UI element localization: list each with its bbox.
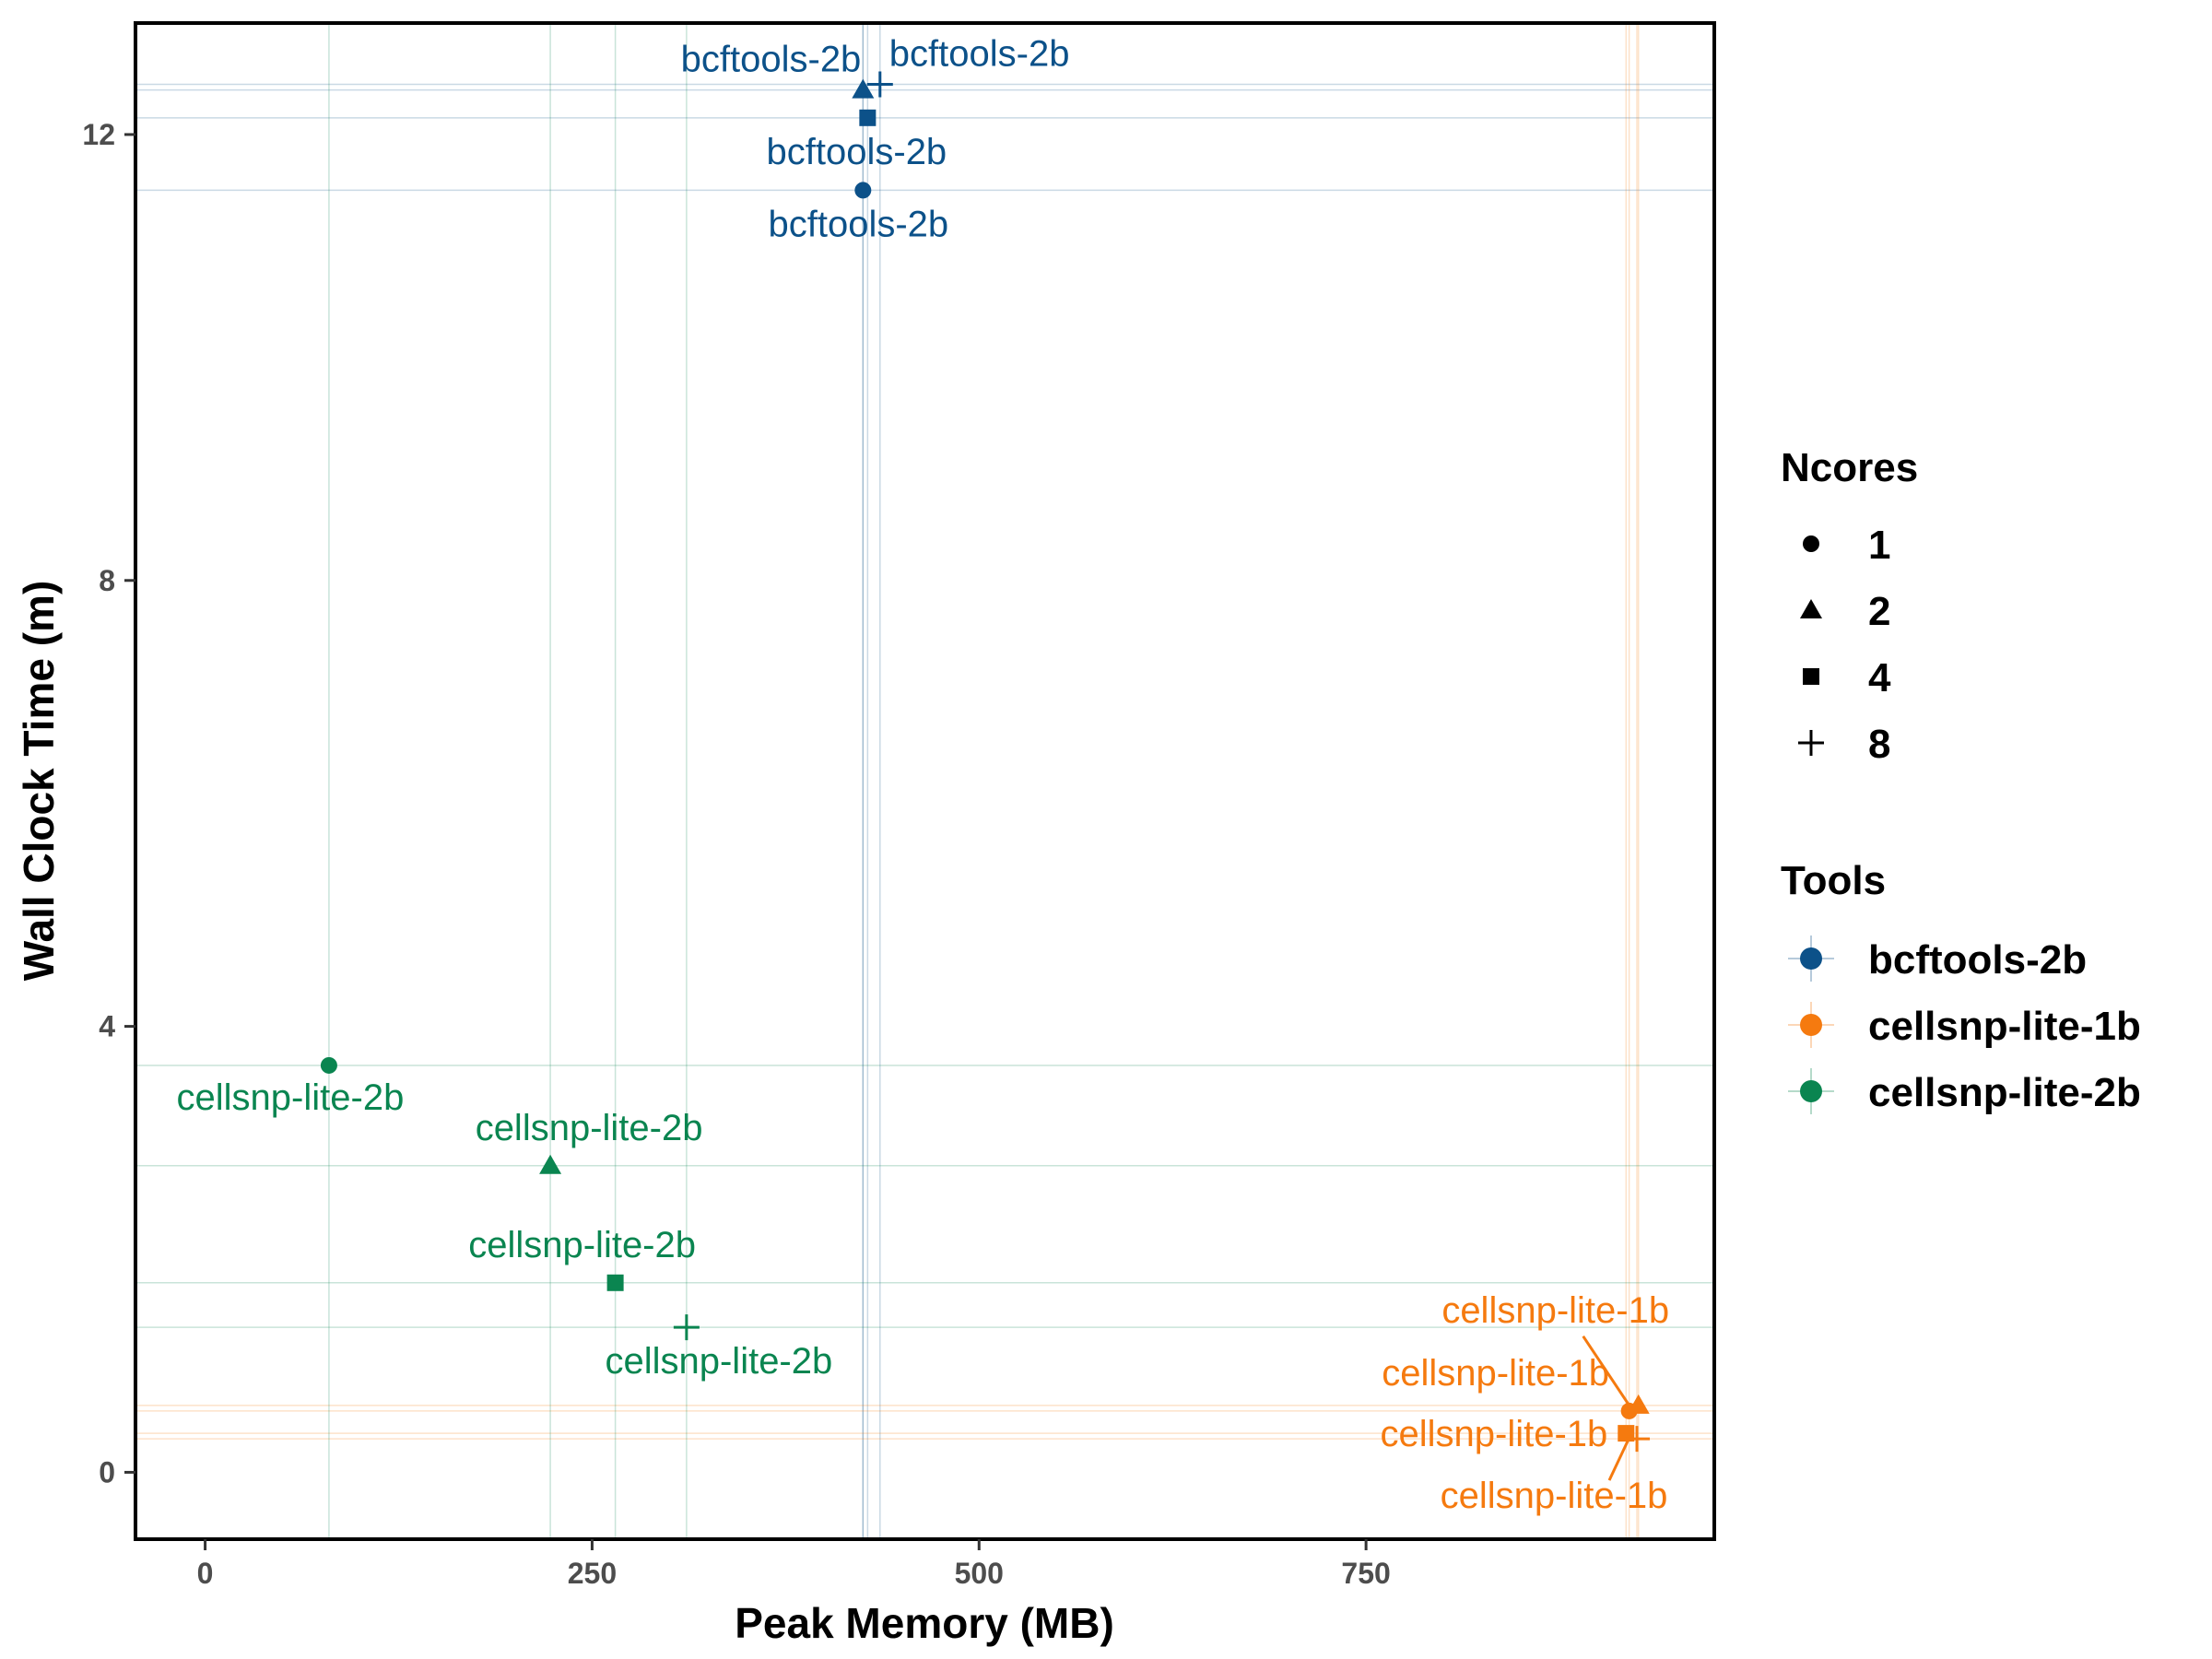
legend-key-circle [1803, 535, 1819, 552]
y-tick-label: 12 [82, 118, 115, 151]
point-label: cellsnp-lite-1b [1441, 1476, 1668, 1516]
legend-label: 2 [1868, 589, 1890, 634]
point-label: cellsnp-lite-2b [605, 1341, 832, 1382]
legend-key-plus [1798, 730, 1824, 756]
y-tick-label: 8 [99, 564, 115, 597]
point-labels: bcftools-2b bcftools-2b bcftools-2b bcftool… [177, 34, 1670, 1517]
point-label: bcftools-2b [767, 132, 947, 172]
legend-label: cellsnp-lite-1b [1868, 1004, 2141, 1049]
data-point-cellsnp-lite-2b-ncores-4 [606, 1274, 624, 1291]
point-label: bcftools-2b [768, 204, 948, 244]
x-tick-label: 500 [955, 1557, 1004, 1590]
data-point-cellsnp-lite-2b-ncores-2 [539, 1154, 562, 1174]
x-tick-label: 250 [568, 1557, 617, 1590]
color-legend: bcftools-2b cellsnp-lite-1b cellsnp-lite-2… [1788, 935, 2141, 1115]
point-label: cellsnp-lite-1b [1441, 1290, 1669, 1331]
data-point-cellsnp-lite-2b-ncores-1 [320, 1056, 337, 1074]
point-label: cellsnp-lite-2b [476, 1108, 703, 1148]
data-points [320, 71, 1651, 1453]
legend-key-point [1800, 947, 1822, 970]
legend-title-tools: Tools [1781, 858, 1886, 903]
data-point-cellsnp-lite-1b-ncores-2 [1627, 1394, 1650, 1414]
data-point-bcftools-2b-ncores-1 [854, 182, 872, 199]
y-tick-label: 4 [99, 1010, 115, 1043]
legend-label: 8 [1868, 722, 1890, 767]
y-axis-title: Wall Clock Time (m) [15, 581, 63, 982]
x-tick-label: 750 [1341, 1557, 1390, 1590]
point-label: cellsnp-lite-2b [468, 1225, 696, 1265]
legend-label: cellsnp-lite-2b [1868, 1070, 2141, 1115]
legend: Ncores 1 2 4 8 Tools bcftools-2b cellsnp-lit… [1781, 445, 2141, 1115]
legend-key-square [1803, 668, 1819, 685]
legend-label: bcftools-2b [1868, 937, 2087, 982]
plot-panel-border [134, 21, 1716, 1541]
legend-key-point [1800, 1014, 1822, 1036]
point-label: cellsnp-lite-1b [1380, 1414, 1607, 1454]
data-point-bcftools-2b-ncores-8 [866, 71, 893, 98]
label-connector-line [1582, 1335, 1634, 1412]
data-point-cellsnp-lite-1b-ncores-4 [1618, 1425, 1635, 1442]
point-label: bcftools-2b [889, 34, 1070, 75]
reference-lines [135, 23, 1714, 1539]
legend-label: 1 [1868, 523, 1890, 568]
data-point-cellsnp-lite-1b-ncores-8 [1624, 1426, 1651, 1453]
point-label: bcftools-2b [681, 40, 862, 80]
legend-key-triangle [1800, 599, 1822, 618]
data-point-cellsnp-lite-2b-ncores-8 [673, 1314, 700, 1341]
y-tick-label: 0 [99, 1455, 115, 1488]
x-axis: 0 250 500 750 [197, 1539, 1391, 1590]
point-label: cellsnp-lite-1b [1382, 1353, 1609, 1394]
x-tick-label: 0 [197, 1557, 214, 1590]
point-label: cellsnp-lite-2b [177, 1077, 405, 1118]
data-point-bcftools-2b-ncores-2 [852, 78, 875, 99]
legend-key-point [1800, 1080, 1822, 1102]
legend-label: 4 [1868, 655, 1891, 700]
x-axis-title: Peak Memory (MB) [735, 1599, 1114, 1647]
shape-legend: 1 2 4 8 [1798, 523, 1891, 767]
y-axis: 0 4 8 12 [82, 118, 135, 1488]
legend-title-ncores: Ncores [1781, 445, 1918, 490]
data-point-bcftools-2b-ncores-4 [859, 109, 877, 126]
